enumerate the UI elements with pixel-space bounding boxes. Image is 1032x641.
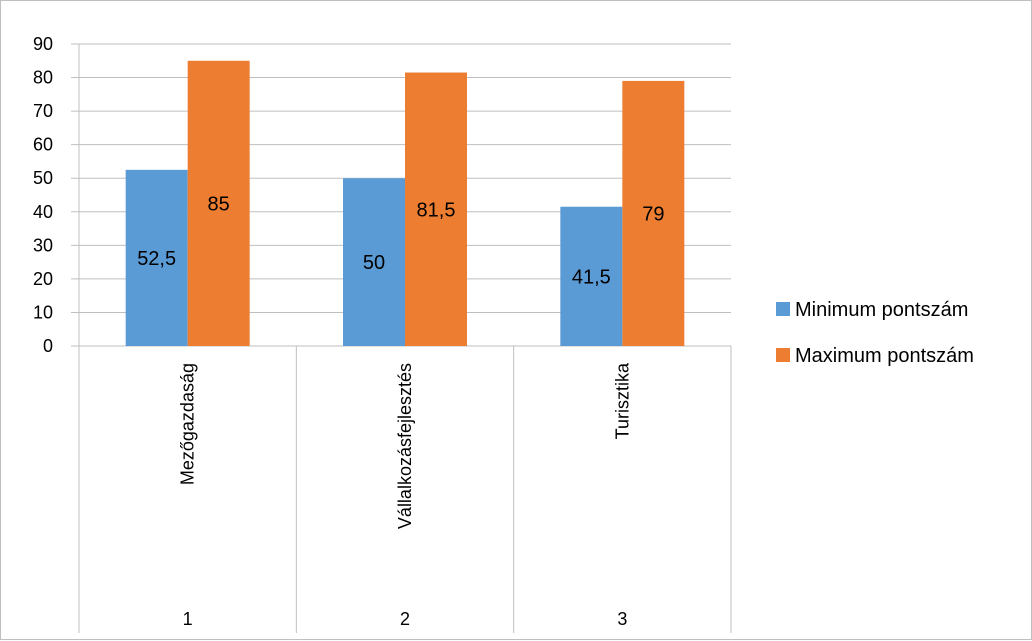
y-tick-label: 70 <box>33 101 53 121</box>
bar <box>187 60 250 347</box>
bar <box>560 206 623 346</box>
data-label: 41,5 <box>572 266 611 288</box>
category-number: 3 <box>617 609 627 629</box>
y-tick-label: 80 <box>33 68 53 88</box>
data-label: 85 <box>208 193 230 215</box>
y-tick-label: 20 <box>33 269 53 289</box>
y-tick-label: 10 <box>33 302 53 322</box>
legend-swatch <box>776 302 790 316</box>
legend-label: Minimum pontszám <box>795 299 968 321</box>
bar <box>622 80 685 347</box>
data-label: 81,5 <box>417 199 456 221</box>
category-label: Mezőgazdaság <box>178 363 198 485</box>
y-tick-label: 60 <box>33 135 53 155</box>
legend-swatch <box>776 348 790 362</box>
data-label: 52,5 <box>137 248 176 270</box>
category-number: 2 <box>400 609 410 629</box>
category-number: 1 <box>183 609 193 629</box>
bar <box>343 178 405 346</box>
category-label: Turisztika <box>612 362 632 439</box>
y-tick-label: 0 <box>43 336 53 356</box>
y-tick-label: 40 <box>33 202 53 222</box>
category-label: Vállalkozásfejlesztés <box>395 363 415 529</box>
y-tick-label: 90 <box>33 34 53 54</box>
legend-label: Maximum pontszám <box>795 345 974 367</box>
bar <box>405 72 467 347</box>
y-tick-label: 50 <box>33 168 53 188</box>
bar <box>125 169 188 346</box>
data-label: 79 <box>642 203 664 225</box>
y-tick-label: 30 <box>33 235 53 255</box>
data-label: 50 <box>363 252 385 274</box>
